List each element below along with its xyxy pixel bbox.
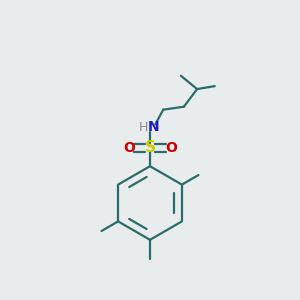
Text: O: O [123, 141, 135, 155]
Text: H: H [139, 121, 148, 134]
Text: S: S [145, 140, 155, 155]
Text: N: N [148, 120, 160, 134]
Text: O: O [165, 141, 177, 155]
